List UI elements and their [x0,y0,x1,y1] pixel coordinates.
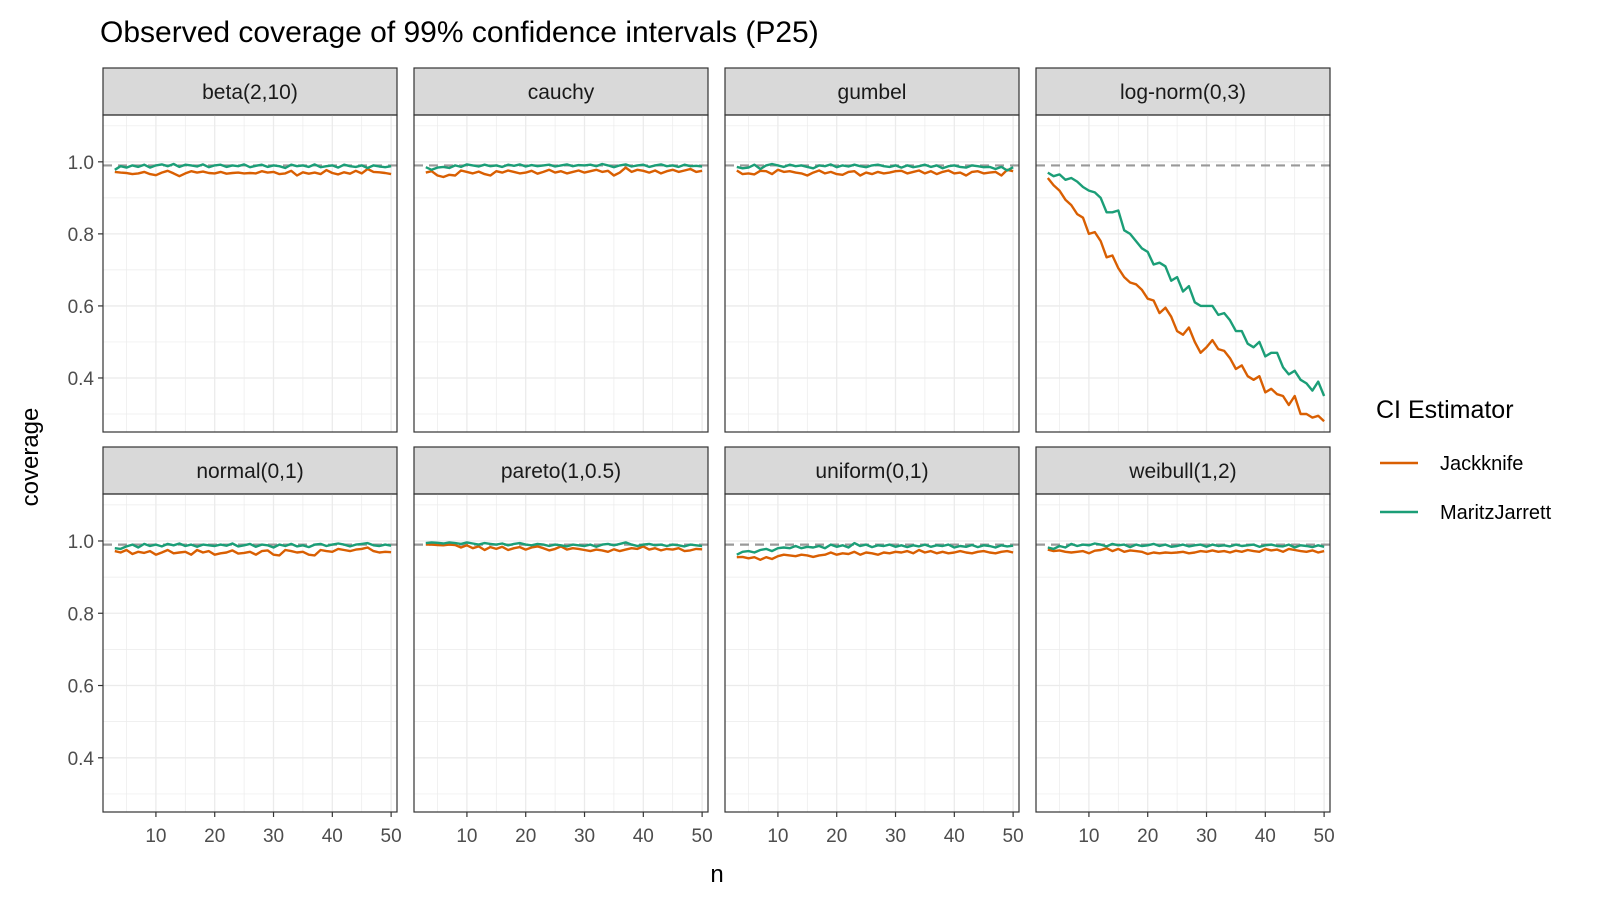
series-line-maritzjarrett [736,162,1014,172]
x-tick-label: 20 [826,826,847,847]
y-tick-label: 0.8 [68,604,94,625]
series-line-maritzjarrett [114,541,392,551]
y-tick-label: 0.8 [68,225,94,246]
facet-title: cauchy [528,81,595,104]
x-tick-label: 50 [381,826,402,847]
series-line-jackknife [425,543,703,553]
facet-panel: log-norm(0,3) [1035,67,1331,433]
facet-panel: pareto(1,0.5) 10 20 30 40 50 [413,446,713,847]
facet-title: uniform(0,1) [815,460,928,483]
panel-border [1035,114,1331,433]
facet-strip [1035,446,1331,495]
x-axis-label: n [710,861,723,888]
legend-items: Jackknife MaritzJarrett [1380,453,1552,524]
series-line-jackknife [736,168,1014,177]
y-tick-label: 0.6 [68,677,94,698]
x-tick-label: 20 [515,826,536,847]
facet-strip [724,446,1020,495]
facet-strip [102,446,398,495]
facet-panel: gumbel [724,67,1020,433]
panel-border [1035,493,1331,813]
panel-border [413,493,709,813]
x-tick-label: 30 [1196,826,1217,847]
x-tick-label: 40 [1255,826,1276,847]
series-line-jackknife [736,548,1014,561]
series-line-maritzjarrett [425,162,703,172]
x-tick-label: 40 [944,826,965,847]
facet-strip [413,67,709,116]
series-line-jackknife [114,167,392,178]
panel-border [413,114,709,433]
x-tick-label: 10 [145,826,166,847]
x-tick-label: 30 [263,826,284,847]
x-tick-label: 30 [885,826,906,847]
series-line-jackknife [1046,177,1325,423]
panel-border [724,114,1020,433]
x-tick-label: 20 [1137,826,1158,847]
x-tick-label: 50 [1314,826,1335,847]
legend-label: Jackknife [1440,453,1523,475]
x-tick-label: 10 [1078,826,1099,847]
panel-border [102,114,398,433]
legend: CI Estimator Jackknife MaritzJarrett [1376,396,1552,524]
facet-title: log-norm(0,3) [1120,81,1246,104]
series-line-jackknife [114,546,392,557]
legend-title: CI Estimator [1376,396,1514,424]
facet-title: pareto(1,0.5) [501,460,621,483]
series-line-maritzjarrett [425,541,703,548]
facet-panel: cauchy [413,67,709,433]
x-tick-label: 30 [574,826,595,847]
facet-title: weibull(1,2) [1128,460,1236,483]
y-axis-label: coverage [17,408,44,507]
facet-panel: beta(2,10) 0.4 0.6 0.8 1.0 [68,67,398,433]
y-tick-label: 0.6 [68,297,94,318]
y-tick-label: 0.4 [68,749,95,770]
series-line-maritzjarrett [736,541,1014,556]
facet-panels: beta(2,10) 0.4 0.6 0.8 1.0 cauchy gumbel log-no… [68,67,1335,847]
facet-title: beta(2,10) [202,81,298,104]
facet-panel: uniform(0,1) 10 20 30 40 50 [724,446,1024,847]
x-tick-label: 40 [633,826,654,847]
facet-strip [1035,67,1331,116]
y-tick-label: 0.4 [68,369,95,390]
facet-panel: weibull(1,2) 10 20 30 40 50 [1035,446,1335,847]
series-line-jackknife [1047,547,1325,556]
facet-strip [102,67,398,116]
series-line-maritzjarrett [1047,171,1326,397]
y-tick-label: 1.0 [68,153,94,174]
x-tick-label: 40 [322,826,343,847]
panel-border [724,493,1020,813]
series-line-jackknife [425,166,703,179]
series-line-maritzjarrett [1047,542,1325,551]
panel-border [102,493,398,813]
y-tick-label: 1.0 [68,532,94,553]
x-tick-label: 10 [456,826,477,847]
x-tick-label: 20 [204,826,225,847]
legend-label: MaritzJarrett [1440,502,1552,524]
x-tick-label: 10 [767,826,788,847]
x-tick-label: 50 [1003,826,1024,847]
chart-title: Observed coverage of 99% confidence inte… [100,16,819,49]
facet-title: gumbel [838,81,907,104]
facet-panel: normal(0,1) 0.4 0.6 0.8 1.0 10 20 30 40 50 [68,446,402,847]
series-line-maritzjarrett [114,162,392,171]
facet-title: normal(0,1) [196,460,303,483]
x-tick-label: 50 [692,826,713,847]
